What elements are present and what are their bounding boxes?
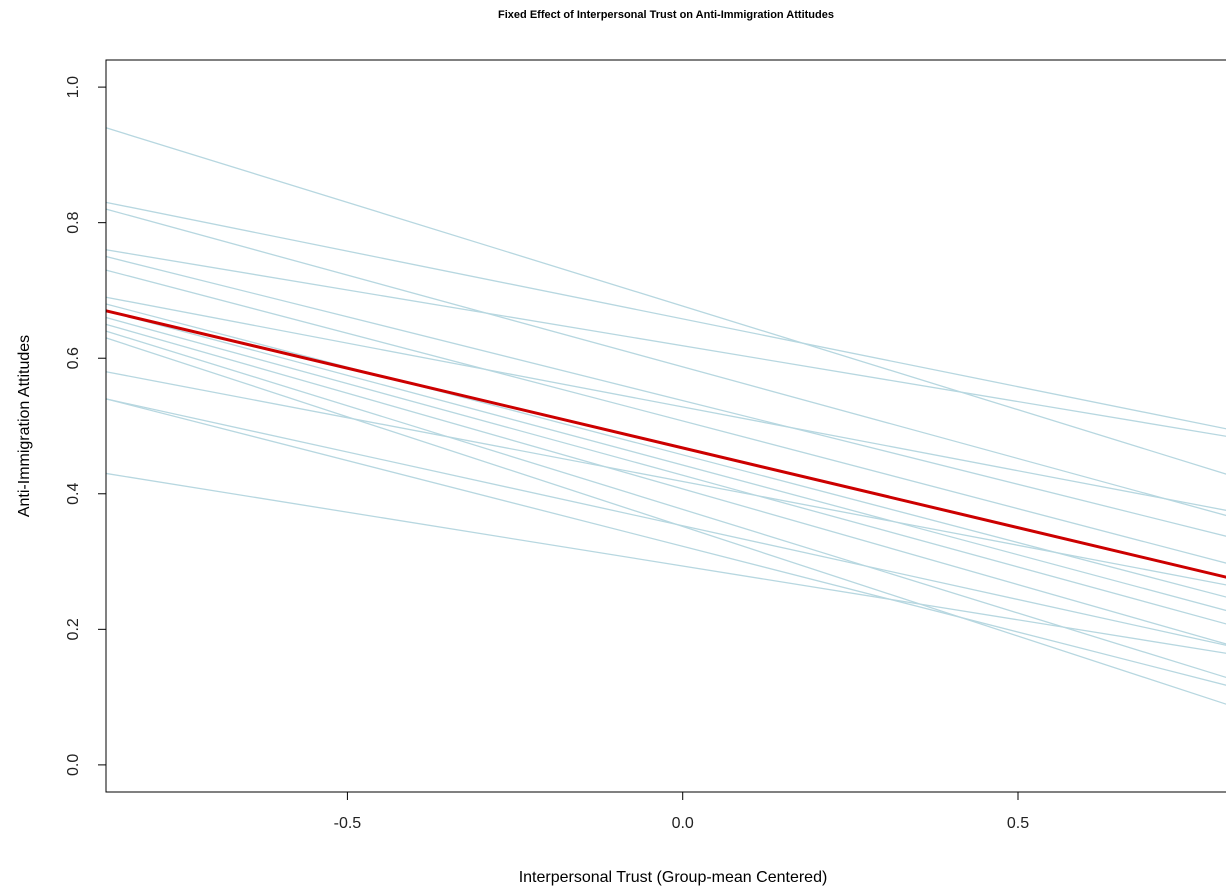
- x-tick-label: -0.5: [334, 815, 362, 832]
- group-line-12: [105, 330, 1226, 679]
- x-axis-label: Interpersonal Trust (Group-mean Centered…: [519, 869, 828, 886]
- group-line-16: [105, 398, 1226, 686]
- group-line-11: [105, 323, 1226, 645]
- group-line-17: [105, 472, 1226, 654]
- y-tick-label: 0.2: [65, 618, 82, 640]
- y-tick-label: 0.6: [65, 347, 82, 369]
- group-line-5: [105, 255, 1226, 537]
- x-axis: -0.5 0.0 0.5: [334, 791, 1029, 832]
- group-line-15: [105, 398, 1226, 646]
- fixed-effect-line-group: [105, 309, 1226, 579]
- group-line-3: [105, 208, 1226, 517]
- x-tick-label: 0.0: [672, 815, 694, 832]
- group-line-14: [105, 371, 1226, 586]
- group-line-4: [105, 249, 1226, 437]
- group-line-13: [105, 337, 1226, 705]
- y-tick-label: 1.0: [65, 76, 82, 98]
- group-line-1: [105, 127, 1226, 475]
- group-line-2: [105, 201, 1226, 430]
- group-line-6: [105, 269, 1226, 564]
- y-axis: 0.0 0.2 0.4 0.6 0.8 1.0: [65, 76, 107, 776]
- plot-frame: [105, 59, 1226, 793]
- group-line-7: [105, 296, 1226, 511]
- fixed-effect-line: [105, 309, 1226, 579]
- chart-title: Fixed Effect of Interpersonal Trust on A…: [498, 9, 834, 21]
- y-tick-label: 0.0: [65, 754, 82, 776]
- y-axis-label: Anti-Immigration Attitudes: [16, 335, 33, 517]
- x-tick-label: 0.5: [1007, 815, 1029, 832]
- group-line-8: [105, 303, 1226, 598]
- y-tick-label: 0.4: [65, 483, 82, 505]
- group-line-9: [105, 310, 1226, 612]
- group-lines: [105, 127, 1226, 705]
- y-tick-label: 0.8: [65, 211, 82, 233]
- group-line-10: [105, 316, 1226, 625]
